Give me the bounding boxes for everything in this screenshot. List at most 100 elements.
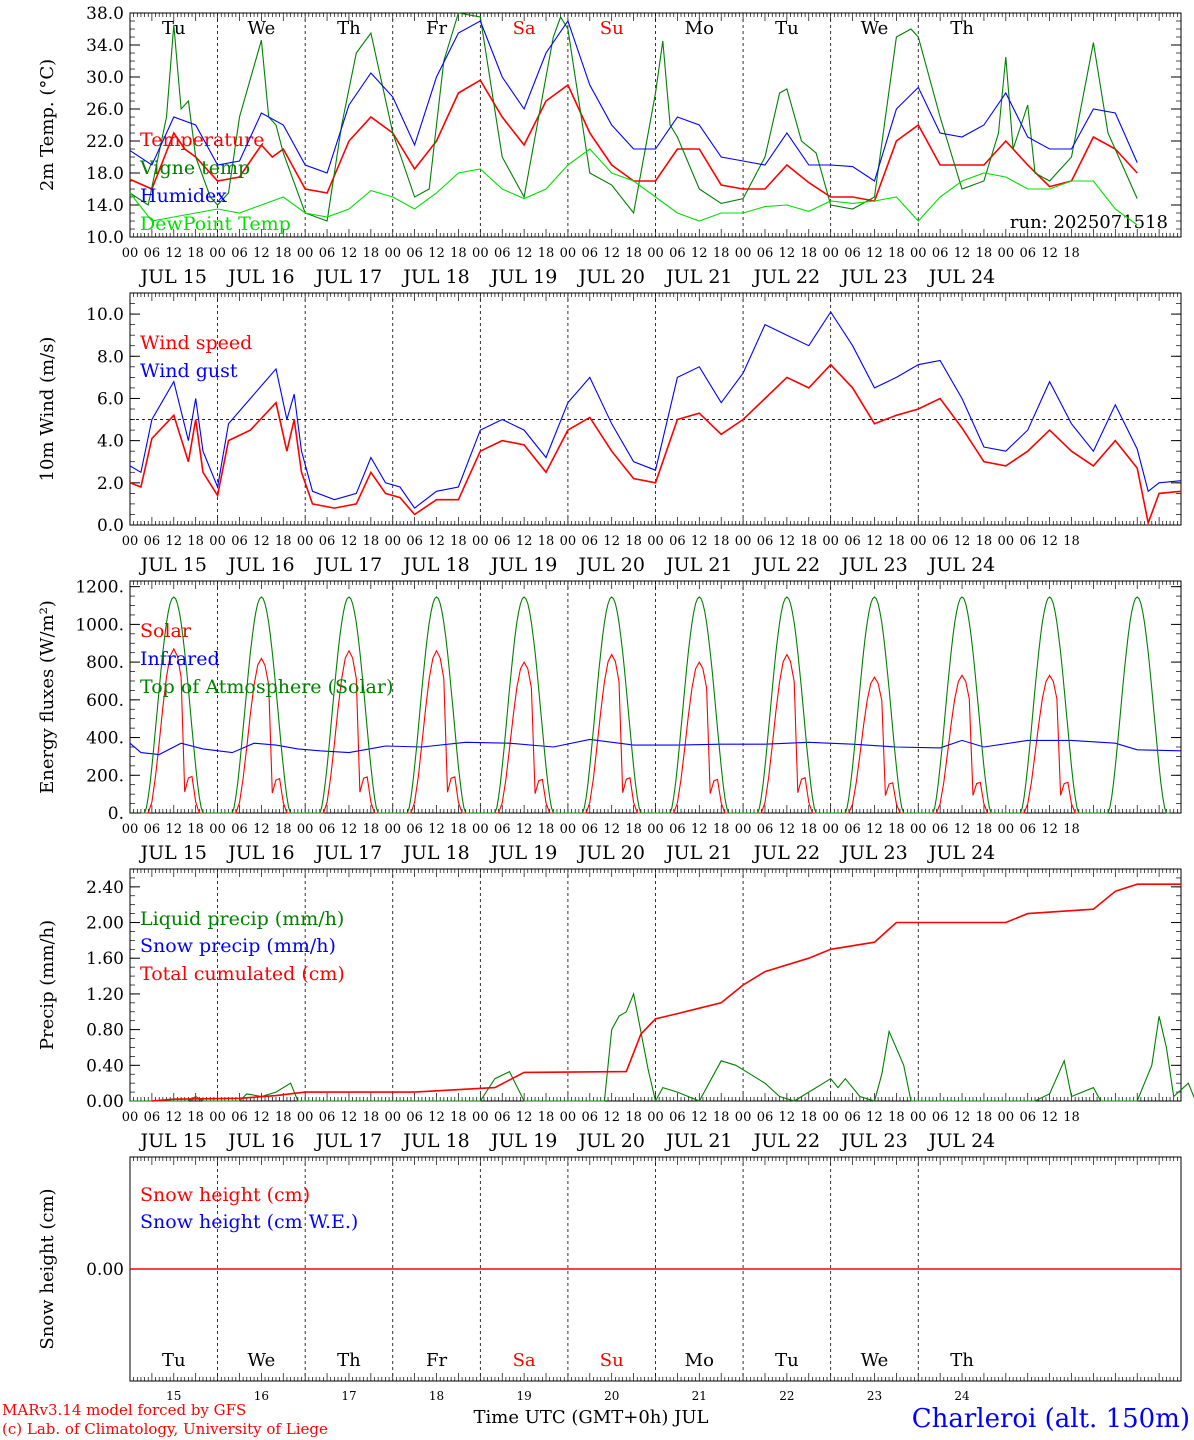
hour-tick-label: 18 — [888, 534, 905, 549]
hour-tick-label: 06 — [231, 822, 248, 837]
hour-tick-label: 12 — [166, 246, 183, 261]
date-label: JUL 15 — [139, 266, 207, 288]
hour-tick-label: 18 — [976, 534, 993, 549]
y-tick-label: 0.0 — [97, 516, 124, 536]
date-label: JUL 20 — [576, 1130, 644, 1152]
hour-tick-label: 18 — [538, 822, 555, 837]
hour-tick-label: 12 — [603, 534, 620, 549]
hour-tick-label: 18 — [800, 822, 817, 837]
hour-tick-label: 00 — [998, 534, 1015, 549]
hour-tick-label: 00 — [560, 822, 577, 837]
hour-tick-label: 06 — [406, 1110, 423, 1125]
hour-tick-label: 12 — [603, 246, 620, 261]
hour-tick-label: 00 — [122, 534, 139, 549]
hour-tick-label: 12 — [166, 822, 183, 837]
legend-label: Top of Atmosphere (Solar) — [140, 676, 393, 698]
hour-tick-label: 06 — [319, 534, 336, 549]
hour-tick-label: 12 — [779, 822, 796, 837]
legend-label: Liquid precip (mm/h) — [140, 908, 344, 930]
hour-tick-label: 12 — [341, 822, 358, 837]
date-label: JUL 22 — [752, 842, 820, 864]
date-label: JUL 18 — [401, 1130, 469, 1152]
date-label: JUL 24 — [927, 842, 995, 864]
hour-tick-label: 12 — [1041, 534, 1058, 549]
weekday-label: Tu — [775, 1350, 799, 1371]
hour-tick-label: 18 — [625, 822, 642, 837]
hour-tick-label: 12 — [691, 246, 708, 261]
y-tick-label: 0.00 — [86, 1092, 124, 1112]
hour-tick-label: 00 — [822, 534, 839, 549]
hour-tick-label: 12 — [253, 1110, 270, 1125]
hour-tick-label: 12 — [253, 246, 270, 261]
date-label: JUL 17 — [314, 1130, 382, 1152]
y-axis-label: 2m Temp. (°C) — [37, 59, 58, 191]
hour-tick-label: 00 — [384, 822, 401, 837]
hour-tick-label: 06 — [1019, 822, 1036, 837]
hour-tick-label: 00 — [647, 1110, 664, 1125]
hour-tick-label: 00 — [122, 1110, 139, 1125]
series-line — [129, 363, 1182, 526]
hour-tick-label: 06 — [1019, 246, 1036, 261]
hour-tick-label: 06 — [932, 1110, 949, 1125]
y-tick-label: 200. — [86, 766, 124, 786]
hour-tick-label: 00 — [998, 822, 1015, 837]
plot-frame — [129, 12, 1182, 238]
date-label: JUL 19 — [489, 842, 557, 864]
y-tick-label: 1000. — [75, 615, 124, 635]
y-tick-label: 18.0 — [86, 164, 124, 184]
day-number-label: 16 — [254, 1389, 269, 1403]
hour-tick-label: 00 — [822, 1110, 839, 1125]
hour-tick-label: 12 — [866, 1110, 883, 1125]
hour-tick-label: 06 — [231, 246, 248, 261]
series-line — [129, 148, 1138, 226]
hour-tick-label: 18 — [187, 534, 204, 549]
date-label: JUL 17 — [314, 842, 382, 864]
hour-tick-label: 18 — [976, 1110, 993, 1125]
day-number-label: 18 — [429, 1389, 444, 1403]
hour-tick-label: 00 — [647, 246, 664, 261]
hour-tick-label: 06 — [932, 246, 949, 261]
y-tick-label: 38.0 — [86, 4, 124, 24]
hour-tick-label: 00 — [384, 534, 401, 549]
hour-tick-label: 12 — [954, 534, 971, 549]
hour-tick-label: 06 — [406, 534, 423, 549]
x-axis-label: Time UTC (GMT+0h) JUL — [474, 1407, 709, 1428]
hour-tick-label: 18 — [538, 246, 555, 261]
hour-tick-label: 00 — [297, 246, 314, 261]
date-label: JUL 16 — [226, 842, 294, 864]
weekday-label: We — [248, 1350, 276, 1371]
hour-tick-label: 18 — [363, 822, 380, 837]
date-label: JUL 18 — [401, 842, 469, 864]
y-tick-label: 2.40 — [86, 878, 124, 898]
hour-tick-label: 00 — [910, 822, 927, 837]
hour-tick-label: 12 — [166, 534, 183, 549]
hour-tick-label: 00 — [384, 1110, 401, 1125]
date-label: JUL 19 — [489, 1130, 557, 1152]
hour-tick-label: 18 — [275, 246, 292, 261]
hour-tick-label: 00 — [735, 822, 752, 837]
day-number-label: 21 — [692, 1389, 707, 1403]
date-label: JUL 23 — [839, 266, 907, 288]
hour-tick-label: 18 — [800, 534, 817, 549]
series-line — [144, 647, 1079, 814]
legend-label: Snow height (cm W.E.) — [140, 1211, 358, 1233]
hour-tick-label: 06 — [669, 246, 686, 261]
y-axis-label: Energy fluxes (W/m²) — [37, 600, 58, 794]
hour-tick-label: 00 — [209, 1110, 226, 1125]
hour-tick-label: 12 — [428, 1110, 445, 1125]
hour-tick-label: 12 — [166, 1110, 183, 1125]
hour-tick-label: 18 — [800, 246, 817, 261]
hour-tick-label: 12 — [866, 534, 883, 549]
series-line — [151, 883, 1181, 1102]
hour-tick-label: 18 — [713, 822, 730, 837]
hour-tick-label: 18 — [713, 1110, 730, 1125]
series-line — [129, 310, 1182, 509]
weekday-label: Tu — [775, 18, 799, 39]
hour-tick-label: 06 — [844, 534, 861, 549]
hour-tick-label: 12 — [341, 1110, 358, 1125]
weekday-label: Sa — [513, 1350, 536, 1371]
series-line — [130, 991, 1194, 1103]
date-label: JUL 16 — [226, 266, 294, 288]
hour-tick-label: 00 — [735, 534, 752, 549]
hour-tick-label: 18 — [187, 1110, 204, 1125]
